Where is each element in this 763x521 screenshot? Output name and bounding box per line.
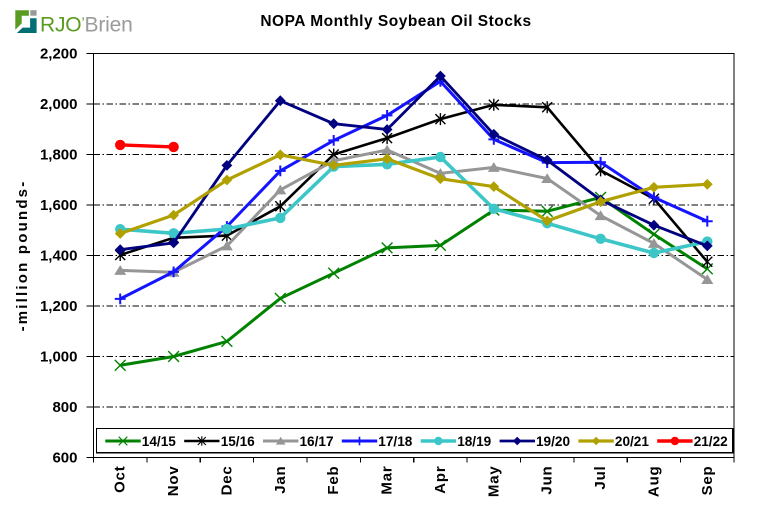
svg-text:20/21: 20/21 bbox=[615, 434, 649, 449]
svg-text:2,000: 2,000 bbox=[40, 96, 78, 113]
svg-text:-million pounds-: -million pounds- bbox=[14, 180, 31, 332]
svg-text:Jan: Jan bbox=[272, 466, 289, 494]
svg-text:2,200: 2,200 bbox=[40, 46, 78, 63]
svg-text:1,800: 1,800 bbox=[40, 147, 78, 164]
svg-text:16/17: 16/17 bbox=[300, 434, 334, 449]
svg-text:600: 600 bbox=[52, 450, 77, 467]
svg-text:17/18: 17/18 bbox=[378, 434, 412, 449]
svg-text:RJO’Brien: RJO’Brien bbox=[40, 13, 133, 36]
svg-text:Oct: Oct bbox=[112, 466, 129, 493]
svg-text:800: 800 bbox=[52, 399, 77, 416]
svg-text:NOPA Monthly Soybean Oil Stock: NOPA Monthly Soybean Oil Stocks bbox=[260, 13, 531, 30]
svg-text:Dec: Dec bbox=[218, 466, 235, 496]
svg-text:Nov: Nov bbox=[165, 466, 182, 497]
svg-text:1,400: 1,400 bbox=[40, 248, 78, 265]
svg-text:21/22: 21/22 bbox=[694, 434, 728, 449]
svg-text:1,200: 1,200 bbox=[40, 298, 78, 315]
svg-text:Mar: Mar bbox=[379, 466, 396, 495]
svg-text:15/16: 15/16 bbox=[221, 434, 255, 449]
svg-text:Sep: Sep bbox=[699, 466, 716, 496]
svg-text:Apr: Apr bbox=[432, 466, 449, 494]
svg-text:19/20: 19/20 bbox=[536, 434, 570, 449]
svg-text:Jul: Jul bbox=[592, 466, 609, 490]
svg-text:Jun: Jun bbox=[539, 466, 556, 495]
svg-text:1,600: 1,600 bbox=[40, 197, 78, 214]
svg-text:14/15: 14/15 bbox=[142, 434, 176, 449]
svg-text:18/19: 18/19 bbox=[457, 434, 491, 449]
svg-text:May: May bbox=[485, 466, 502, 498]
svg-text:Feb: Feb bbox=[325, 466, 342, 495]
svg-text:1,000: 1,000 bbox=[40, 349, 78, 366]
svg-text:Aug: Aug bbox=[645, 466, 662, 498]
